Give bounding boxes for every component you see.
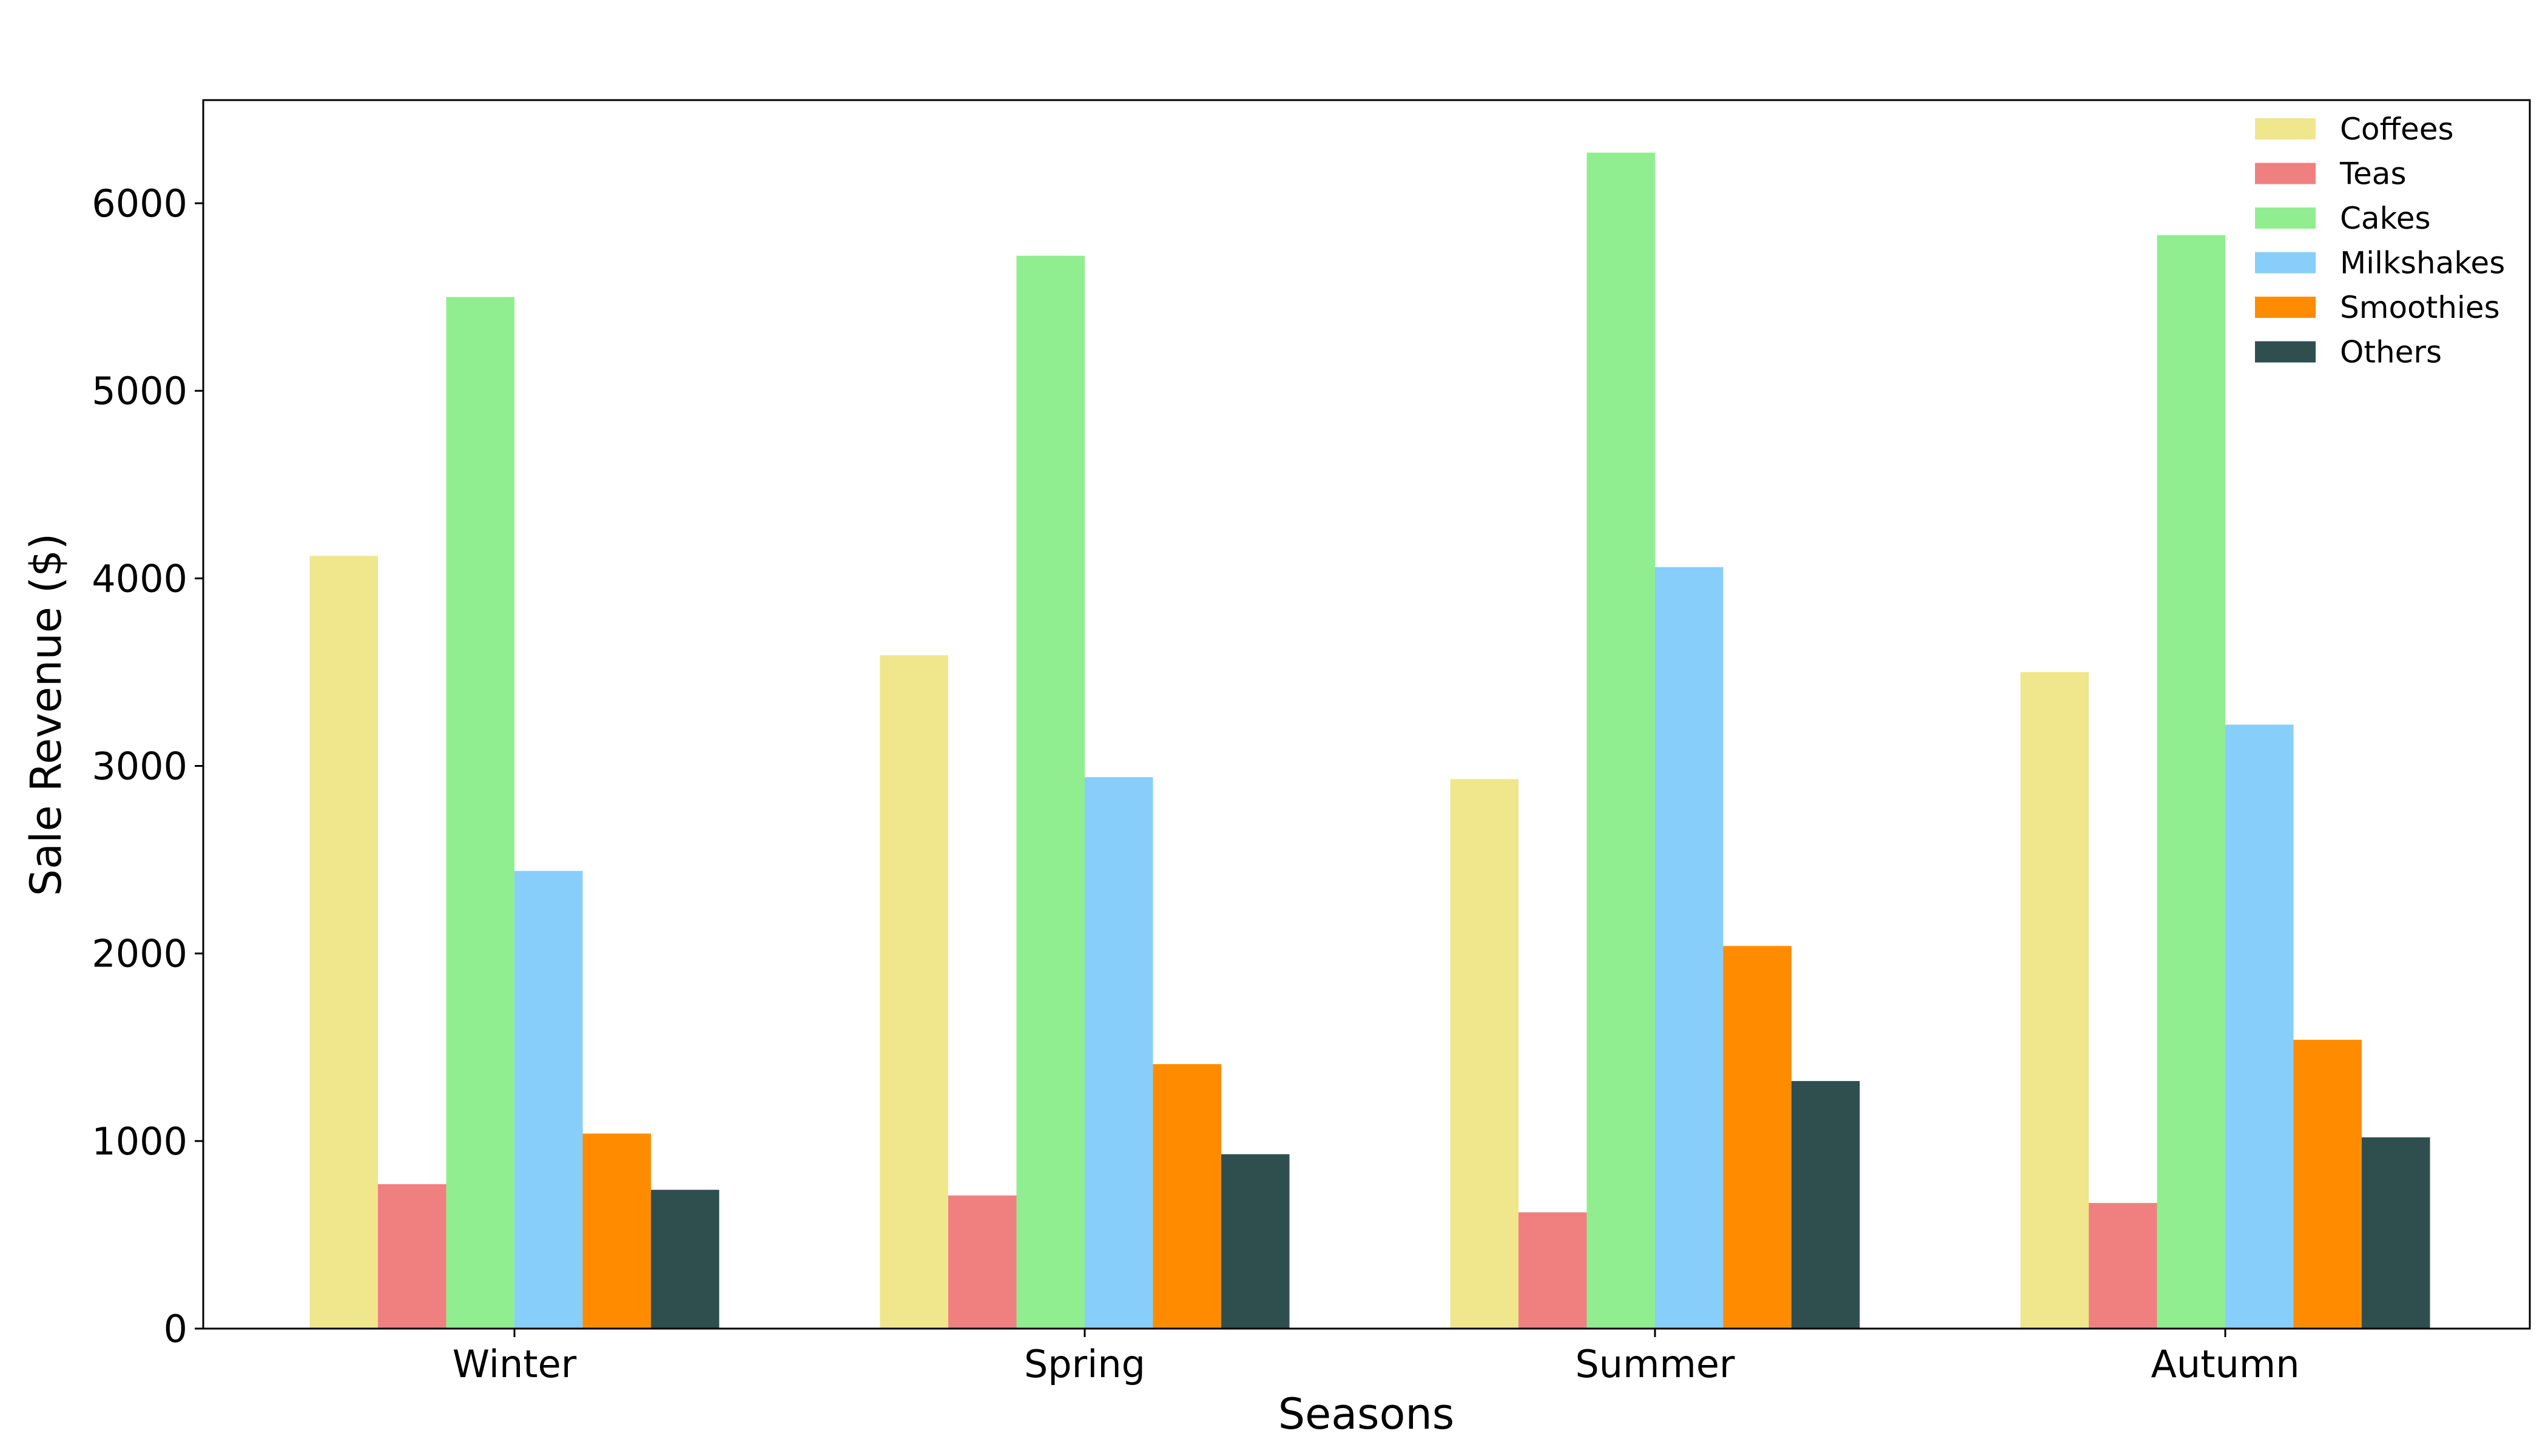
legend-label-coffees: Coffees bbox=[2340, 112, 2454, 147]
x-tick-label-winter: Winter bbox=[453, 1342, 577, 1386]
bars bbox=[309, 152, 2430, 1329]
bar-smoothies-spring bbox=[1153, 1064, 1221, 1329]
bar-coffees-autumn bbox=[2020, 672, 2089, 1329]
bar-others-summer bbox=[1791, 1080, 1860, 1329]
legend-label-teas: Teas bbox=[2339, 157, 2407, 192]
x-axis-title: Seasons bbox=[1278, 1389, 1455, 1439]
x-tick-label-spring: Spring bbox=[1024, 1342, 1145, 1386]
x-axis: Winter Spring Summer Autumn bbox=[453, 1329, 2300, 1386]
bar-teas-summer bbox=[1518, 1212, 1587, 1329]
bar-coffees-spring bbox=[880, 655, 948, 1329]
legend-label-smoothies: Smoothies bbox=[2340, 290, 2500, 325]
bar-milkshakes-winter bbox=[514, 871, 583, 1329]
bar-cakes-winter bbox=[446, 297, 514, 1329]
bar-others-winter bbox=[651, 1190, 720, 1329]
y-tick-label: 5000 bbox=[92, 369, 187, 413]
legend: Coffees Teas Cakes Milkshakes Smoothies Other… bbox=[2255, 112, 2505, 370]
bar-smoothies-summer bbox=[1723, 946, 1791, 1329]
legend-label-milkshakes: Milkshakes bbox=[2340, 246, 2505, 281]
plot-area-frame bbox=[202, 99, 2531, 1330]
legend-swatch-others bbox=[2255, 341, 2316, 363]
y-axis-title: Sale Revenue ($) bbox=[21, 533, 71, 896]
y-tick-label: 2000 bbox=[92, 932, 187, 976]
bar-others-autumn bbox=[2362, 1137, 2430, 1329]
x-tick-label-summer: Summer bbox=[1575, 1342, 1735, 1386]
legend-swatch-coffees bbox=[2255, 118, 2316, 140]
bar-teas-spring bbox=[948, 1195, 1017, 1329]
bar-cakes-autumn bbox=[2157, 235, 2225, 1329]
y-tick-label: 3000 bbox=[92, 744, 187, 789]
bar-smoothies-winter bbox=[582, 1133, 651, 1329]
y-tick-label: 6000 bbox=[92, 181, 187, 226]
legend-label-cakes: Cakes bbox=[2340, 201, 2431, 236]
y-tick-label: 0 bbox=[164, 1307, 187, 1351]
bar-milkshakes-autumn bbox=[2225, 724, 2294, 1329]
bar-milkshakes-spring bbox=[1085, 777, 1153, 1329]
bar-teas-winter bbox=[378, 1184, 447, 1329]
y-tick-label: 4000 bbox=[92, 556, 187, 601]
legend-swatch-milkshakes bbox=[2255, 252, 2316, 274]
legend-swatch-cakes bbox=[2255, 207, 2316, 229]
legend-label-others: Others bbox=[2340, 335, 2442, 370]
y-axis: 0 1000 2000 3000 4000 5000 6000 bbox=[92, 181, 203, 1351]
legend-swatch-smoothies bbox=[2255, 297, 2316, 318]
x-tick-label-autumn: Autumn bbox=[2151, 1342, 2299, 1386]
bar-coffees-winter bbox=[309, 556, 378, 1329]
bar-smoothies-autumn bbox=[2293, 1039, 2362, 1329]
bar-teas-autumn bbox=[2089, 1202, 2157, 1329]
y-tick-label: 1000 bbox=[92, 1119, 187, 1164]
bar-coffees-summer bbox=[1450, 779, 1518, 1329]
legend-swatch-teas bbox=[2255, 163, 2316, 184]
bar-milkshakes-summer bbox=[1655, 567, 1724, 1329]
bar-cakes-spring bbox=[1016, 255, 1085, 1329]
bar-cakes-summer bbox=[1586, 152, 1655, 1329]
bar-others-spring bbox=[1221, 1154, 1290, 1329]
